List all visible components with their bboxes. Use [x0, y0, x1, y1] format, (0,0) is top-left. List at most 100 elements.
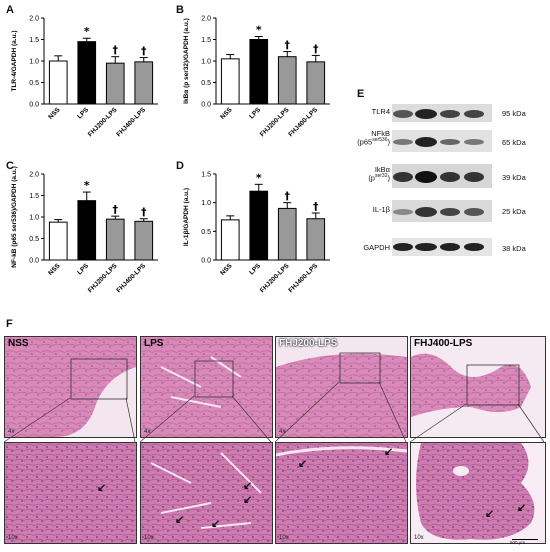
- y-axis-label: NF-kB (p65 ser536)/GAPDH (a.u.): [11, 166, 18, 268]
- significance-marker: †: [313, 200, 319, 213]
- y-tick-label: 2.0: [29, 172, 39, 179]
- x-tick-label: LPS: [248, 106, 262, 120]
- histo-lps-4x: LPS 4x: [140, 336, 273, 438]
- y-tick-label: 0.0: [29, 258, 39, 265]
- x-tick-label: NSS: [219, 262, 234, 277]
- y-tick-label: 2.0: [29, 16, 39, 23]
- mag-label: 10x: [144, 535, 154, 541]
- western-blot-panel: TLR4 95 kDa NFkB (p65ser536) 65 kDa IkBα…: [350, 100, 546, 270]
- histo-title-nss: NSS: [8, 338, 29, 349]
- significance-marker: †: [285, 39, 291, 52]
- bar: [249, 190, 269, 261]
- arrow-icon: ↙: [211, 518, 221, 530]
- histo-lps-10x: ↙ ↙ ↙ ↙ 10x: [140, 442, 273, 544]
- blot-label-il1b: IL-1β: [372, 205, 390, 214]
- significance-marker: †: [113, 203, 119, 216]
- bar: [48, 221, 68, 261]
- bar: [77, 200, 97, 261]
- x-tick-label: LPS: [76, 262, 90, 276]
- blot-kda-gapdh: 38 kDa: [502, 244, 526, 253]
- x-tick-label: FHJ400-LPS: [115, 262, 147, 294]
- panel-letter-f: F: [6, 318, 13, 330]
- blot-label-tlr4: TLR4: [371, 107, 390, 116]
- blot-band-tlr4: [392, 104, 492, 122]
- blot-band-ikba: [392, 164, 492, 188]
- arrow-icon: ↙: [517, 502, 527, 514]
- y-tick-label: 0.5: [201, 229, 211, 236]
- y-tick-label: 2.0: [201, 16, 211, 23]
- bar: [220, 219, 240, 261]
- histo-fhj400-4x: FHJ400-LPS: [410, 336, 546, 438]
- y-axis-label: IkBα (p ser32)/GAPDH (a.u.): [183, 18, 190, 104]
- x-tick-label: FHJ400-LPS: [115, 106, 147, 138]
- significance-marker: *: [84, 179, 90, 192]
- y-axis-label: TLR-4/GAPDH (a.u.): [11, 30, 18, 91]
- x-tick-label: NSS: [47, 106, 62, 121]
- significance-marker: †: [313, 42, 319, 55]
- panel-letter-d: D: [176, 160, 184, 172]
- significance-marker: *: [256, 171, 262, 184]
- y-tick-label: 1.0: [29, 59, 39, 66]
- histo-title-fhj200: FHJ200-LPS: [279, 338, 338, 349]
- blot-label-nfkb: NFkB (p65ser536): [357, 129, 390, 147]
- bar: [48, 60, 68, 105]
- significance-marker: *: [84, 25, 90, 38]
- y-tick-label: 1.5: [201, 37, 211, 44]
- blot-kda-nfkb: 65 kDa: [502, 138, 526, 147]
- histo-fhj200-10x: ↙ ↙ 10x: [275, 442, 408, 544]
- y-tick-label: 0.0: [29, 102, 39, 109]
- mag-label: 10x: [414, 535, 424, 541]
- chart-c: 0.0 0.5 1.0 1.5 2.0 NF-kB (p65 ser536)/GAPDH …: [0, 156, 175, 316]
- blot-label-gapdh: GAPDH: [363, 243, 390, 252]
- y-tick-label: 1.0: [29, 215, 39, 222]
- bar: [249, 39, 269, 105]
- panel-letter-c: C: [6, 160, 14, 172]
- chart-a: 0.0 0.5 1.0 1.5 2.0 TLR-4/GAPDH (a.u.) NSS * LPS…: [0, 0, 175, 160]
- bar: [306, 61, 326, 105]
- x-tick-label: NSS: [219, 106, 234, 121]
- bar: [277, 207, 297, 261]
- y-tick-label: 1.5: [201, 172, 211, 179]
- mag-label: 4x: [8, 429, 15, 435]
- chart-b: 0.0 0.5 1.0 1.5 2.0 IkBα (p ser32)/GAPDH (a.u…: [172, 0, 347, 160]
- scale-bar: [512, 539, 538, 540]
- blot-band-gapdh: [392, 238, 492, 256]
- bar: [220, 58, 240, 105]
- significance-marker: *: [256, 23, 262, 36]
- bar: [134, 61, 154, 105]
- bar: [306, 218, 326, 261]
- bar: [105, 62, 125, 105]
- significance-marker: †: [141, 206, 147, 219]
- arrow-icon: ↙: [384, 446, 394, 458]
- arrow-icon: ↙: [298, 458, 308, 470]
- blot-label-ikba: IkBα (pser32): [368, 165, 390, 183]
- bar: [105, 218, 125, 261]
- x-tick-label: FHJ400-LPS: [287, 106, 319, 138]
- panel-letter-b: B: [176, 4, 184, 16]
- y-axis-label: IL-1β/GAPDH (a.u.): [183, 188, 190, 246]
- arrow-icon: ↙: [485, 508, 495, 520]
- significance-marker: †: [285, 190, 291, 203]
- panel-letter-a: A: [6, 4, 14, 16]
- y-tick-label: 1.0: [201, 59, 211, 66]
- mag-label: 4x: [144, 429, 151, 435]
- x-tick-label: LPS: [76, 106, 90, 120]
- x-tick-label: FHJ400-LPS: [287, 262, 319, 294]
- arrow-icon: ↙: [243, 480, 253, 492]
- y-tick-label: 0.5: [201, 80, 211, 87]
- x-tick-label: LPS: [248, 262, 262, 276]
- arrow-icon: ↙: [97, 482, 107, 494]
- histo-nss-10x: ↙ 10x: [4, 442, 137, 544]
- y-tick-label: 1.5: [29, 37, 39, 44]
- blot-band-il1b: [392, 200, 492, 222]
- histo-fhj400-10x: ↙ ↙ 10x: [410, 442, 546, 544]
- histology-panel: NSS 4x LPS 4x FHJ200-LPS 4x FHJ400-LPS ↙…: [4, 336, 546, 546]
- arrow-icon: ↙: [175, 514, 185, 526]
- blot-kda-tlr4: 95 kDa: [502, 109, 526, 118]
- panel-letter-e: E: [357, 88, 365, 100]
- blot-kda-il1b: 25 kDa: [502, 207, 526, 216]
- y-tick-label: 0.5: [29, 80, 39, 87]
- y-tick-label: 0.0: [201, 258, 211, 265]
- histo-nss-4x: NSS 4x: [4, 336, 137, 438]
- y-tick-label: 1.0: [201, 200, 211, 207]
